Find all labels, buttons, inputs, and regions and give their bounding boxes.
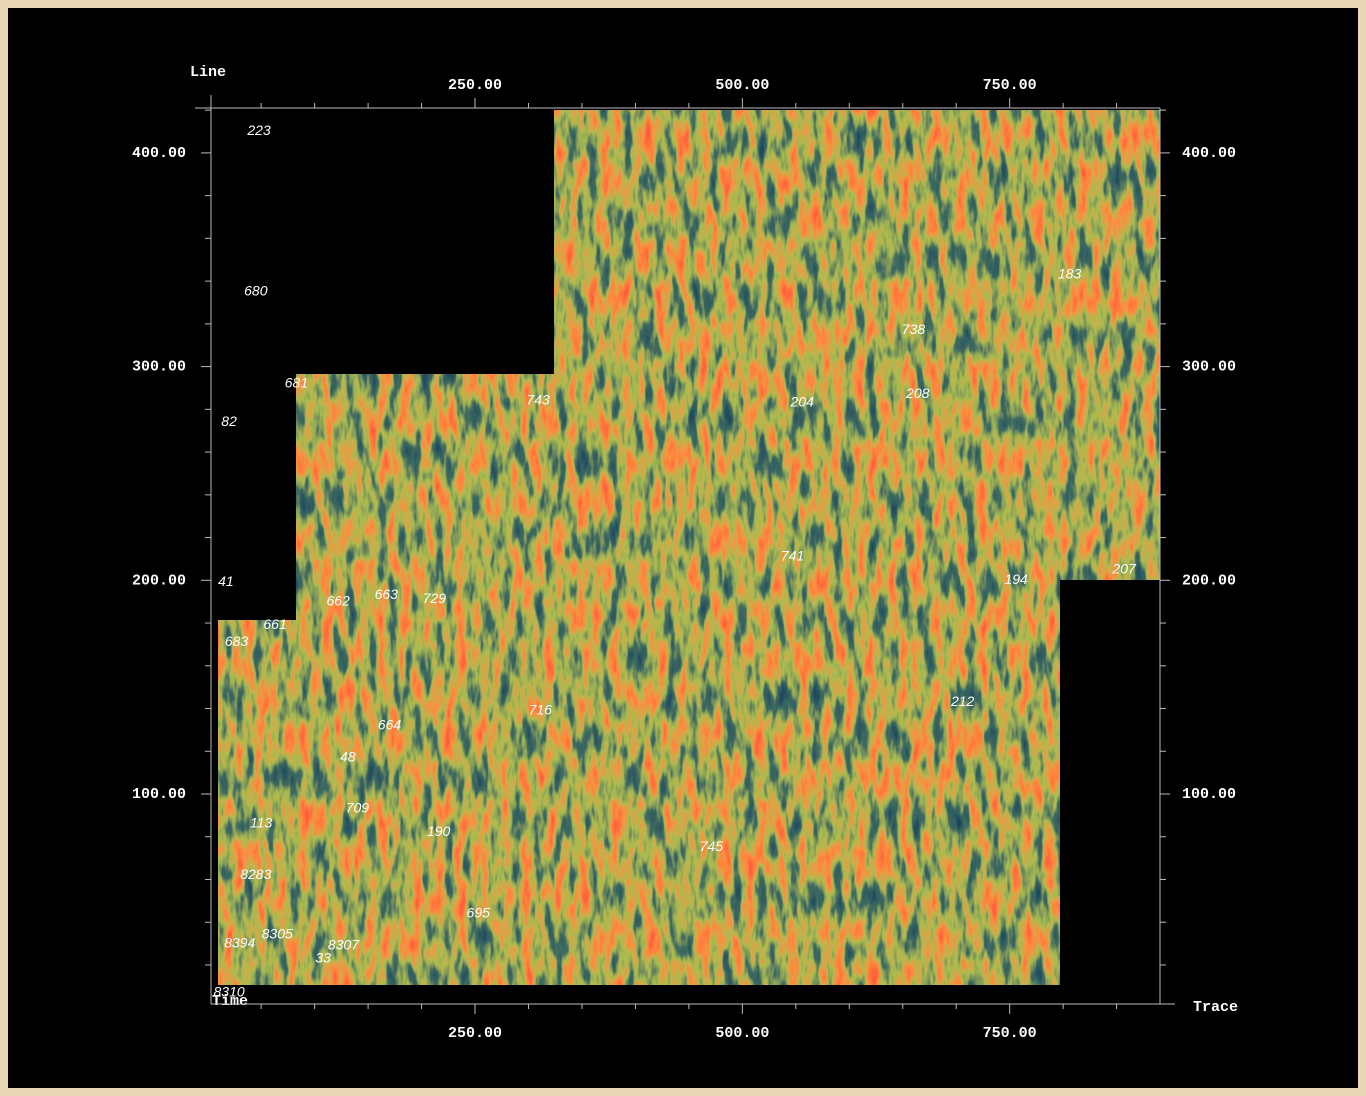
- page: Line Trace Time 250.00250.00500.00500.00…: [0, 0, 1366, 1096]
- chart: Line Trace Time 250.00250.00500.00500.00…: [0, 0, 1366, 1096]
- x-tick-label: 500.00: [715, 1025, 769, 1042]
- well-label: 709: [346, 800, 370, 816]
- well-label: 745: [700, 838, 724, 854]
- y-tick-label: 100.00: [1182, 786, 1236, 803]
- well-label: 8310: [214, 983, 245, 999]
- well-label: 664: [378, 716, 402, 732]
- well-label: 8305: [262, 926, 293, 942]
- y-axis-label: Line: [190, 64, 226, 81]
- y-tick-label: 300.00: [1182, 359, 1236, 376]
- well-label: 223: [246, 122, 271, 138]
- well-label: 695: [467, 904, 491, 920]
- well-label: 663: [375, 586, 399, 602]
- well-label: 190: [427, 823, 451, 839]
- well-label: 183: [1058, 265, 1082, 281]
- well-label: 680: [244, 283, 268, 299]
- y-tick-label: 400.00: [1182, 145, 1236, 162]
- x-tick-label: 500.00: [715, 77, 769, 94]
- y-tick-label: 200.00: [132, 572, 186, 589]
- y-tick-label: 200.00: [1182, 572, 1236, 589]
- well-label: 681: [285, 374, 308, 390]
- well-label: 208: [905, 385, 930, 401]
- x-tick-label: 750.00: [983, 77, 1037, 94]
- well-label: 194: [1004, 571, 1028, 587]
- well-label: 207: [1111, 560, 1137, 576]
- well-label: 41: [218, 573, 234, 589]
- well-label: 743: [526, 391, 550, 407]
- well-label: 741: [781, 547, 804, 563]
- well-label: 82: [221, 413, 237, 429]
- well-label: 8283: [240, 866, 271, 882]
- x-tick-label: 750.00: [983, 1025, 1037, 1042]
- x-tick-label: 250.00: [448, 77, 502, 94]
- y-tick-label: 100.00: [132, 786, 186, 803]
- well-label: 662: [326, 592, 350, 608]
- well-label: 8307: [328, 936, 360, 952]
- well-label: 661: [263, 616, 286, 632]
- well-label: 729: [423, 590, 447, 606]
- well-label: 8394: [224, 934, 255, 950]
- y-tick-label: 300.00: [132, 359, 186, 376]
- x-tick-label: 250.00: [448, 1025, 502, 1042]
- well-label: 113: [250, 815, 273, 831]
- well-label: 683: [225, 633, 249, 649]
- y-tick-label: 400.00: [132, 145, 186, 162]
- well-label: 33: [315, 949, 331, 965]
- x-axis-label: Trace: [1193, 999, 1238, 1016]
- well-label: 716: [529, 701, 553, 717]
- well-label: 738: [902, 321, 926, 337]
- well-label: 48: [340, 748, 356, 764]
- well-label: 204: [790, 394, 815, 410]
- well-label: 212: [950, 693, 975, 709]
